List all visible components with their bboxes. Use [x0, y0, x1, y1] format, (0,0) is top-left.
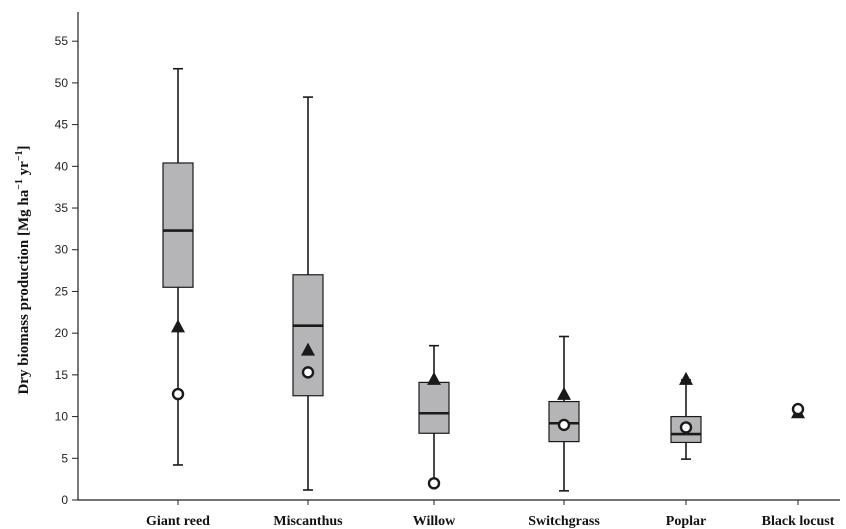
x-category-label: Black locust [762, 514, 835, 529]
box-group [670, 371, 702, 460]
x-category-label: Giant reed [146, 514, 210, 529]
y-tick-label: 5 [61, 451, 68, 465]
circle-marker [427, 477, 441, 490]
iqr-box [418, 381, 450, 434]
box-group [548, 335, 580, 492]
box-group [418, 344, 450, 490]
y-axis-title-end: ] [16, 145, 32, 150]
y-tick-label: 55 [55, 34, 69, 48]
box-series [162, 67, 805, 492]
triangle-marker [427, 371, 441, 385]
x-category-label: Switchgrass [528, 514, 600, 529]
circle-marker [301, 366, 315, 379]
y-tick-label: 30 [55, 243, 69, 257]
y-axis-title-mid: yr [16, 161, 32, 179]
triangle-marker [171, 319, 185, 333]
y-tick-label: 45 [55, 118, 69, 132]
box-group [162, 67, 194, 466]
y-axis: 0 5 10 15 20 25 30 35 40 45 50 55 [55, 12, 79, 507]
y-axis-title-sup1: −1 [14, 179, 25, 190]
y-tick-label: 40 [55, 159, 69, 173]
box-group [791, 402, 805, 419]
triangle-marker [301, 342, 315, 356]
x-category-label: Willow [413, 514, 456, 529]
circle-marker [679, 421, 693, 434]
x-axis: Giant reed Miscanthus Willow Switchgrass Pop… [78, 499, 840, 529]
y-tick-label: 25 [55, 284, 69, 298]
circle-marker [171, 387, 185, 401]
y-axis-title-sup2: −1 [14, 150, 25, 161]
triangle-marker [557, 386, 571, 400]
box-group [292, 96, 324, 491]
y-tick-label: 0 [61, 493, 68, 507]
iqr-box [162, 162, 194, 288]
y-axis-title: Dry biomass production [Mg ha−1 yr−1] [14, 145, 32, 394]
y-tick-label: 10 [55, 410, 69, 424]
y-tick-label: 35 [55, 201, 69, 215]
x-category-label: Poplar [666, 514, 706, 529]
triangle-marker [679, 371, 693, 385]
y-tick-label: 15 [55, 368, 69, 382]
y-tick-label: 20 [55, 326, 69, 340]
iqr-box [670, 415, 702, 444]
y-tick-label: 50 [55, 76, 69, 90]
circle-marker [791, 402, 805, 416]
circle-marker [557, 418, 571, 432]
x-category-label: Miscanthus [273, 514, 343, 529]
